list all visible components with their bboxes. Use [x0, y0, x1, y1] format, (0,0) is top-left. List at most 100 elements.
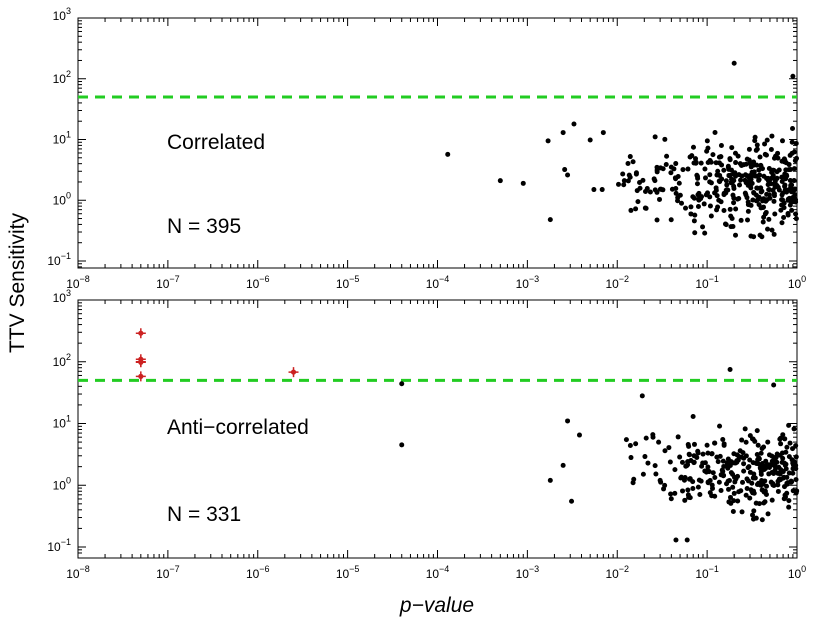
data-point	[766, 187, 772, 193]
data-point	[789, 150, 795, 156]
data-point	[690, 413, 696, 419]
y-tick-label: 103	[53, 288, 71, 305]
data-point	[668, 217, 674, 223]
data-point	[731, 451, 737, 457]
data-point	[758, 450, 764, 456]
data-point	[635, 199, 641, 205]
data-point	[749, 180, 755, 186]
data-point	[726, 166, 732, 172]
data-point	[707, 179, 713, 185]
data-point	[666, 445, 672, 451]
data-point	[731, 60, 737, 66]
data-point	[647, 189, 653, 195]
data-point	[751, 190, 757, 196]
data-point	[750, 197, 756, 203]
data-point	[786, 422, 792, 428]
data-point	[739, 509, 745, 515]
data-point	[771, 167, 777, 173]
data-point	[600, 130, 606, 136]
data-point	[621, 182, 627, 188]
data-point	[730, 223, 736, 229]
data-point	[633, 206, 639, 212]
data-point	[728, 459, 734, 465]
data-point	[789, 139, 795, 145]
data-point	[699, 463, 705, 469]
data-point	[685, 459, 691, 465]
data-point	[712, 475, 718, 481]
data-point	[691, 441, 697, 447]
data-point	[779, 179, 785, 185]
data-point	[576, 432, 582, 438]
data-point	[779, 197, 785, 203]
data-point	[695, 196, 701, 202]
data-point	[766, 216, 772, 222]
data-point	[695, 484, 701, 490]
data-point	[680, 167, 686, 173]
data-point	[789, 182, 795, 188]
data-point	[701, 201, 707, 207]
data-point	[787, 440, 793, 446]
data-point	[718, 142, 724, 148]
data-point	[751, 508, 757, 514]
data-point	[642, 189, 648, 195]
data-point	[712, 190, 718, 196]
data-point	[652, 187, 658, 193]
data-point	[707, 203, 713, 209]
data-point	[689, 153, 695, 159]
y-tick-label: 100	[53, 475, 71, 492]
data-point	[720, 458, 726, 464]
data-point	[599, 187, 605, 193]
data-point	[658, 165, 664, 171]
data-point	[773, 465, 779, 471]
data-point	[690, 486, 696, 492]
data-point	[738, 177, 744, 183]
data-point	[764, 137, 770, 143]
data-point	[790, 73, 796, 79]
x-axis-title: p−value	[399, 594, 474, 617]
data-point	[747, 433, 753, 439]
data-point	[771, 198, 777, 204]
data-point	[778, 467, 784, 473]
data-point	[703, 469, 709, 475]
data-point	[731, 490, 737, 496]
data-point	[735, 498, 741, 504]
data-point	[759, 234, 765, 240]
data-point	[676, 180, 682, 186]
data-point	[571, 121, 577, 127]
data-point	[775, 470, 781, 476]
data-point	[705, 159, 711, 165]
data-point	[679, 459, 685, 465]
data-point	[716, 154, 722, 160]
data-point	[779, 192, 785, 198]
data-point	[786, 470, 792, 476]
data-point	[790, 458, 796, 464]
data-point	[731, 498, 737, 504]
data-point	[730, 484, 736, 490]
data-point	[787, 178, 793, 184]
x-tick-label: 10−7	[156, 564, 180, 581]
data-point	[765, 439, 771, 445]
y-tick-label: 101	[53, 414, 71, 431]
data-point	[654, 217, 660, 223]
data-point	[631, 476, 637, 482]
data-point	[704, 442, 710, 448]
data-point	[730, 192, 736, 198]
data-point	[688, 211, 694, 217]
data-point	[777, 436, 783, 442]
data-point	[791, 178, 797, 184]
data-point	[751, 490, 757, 496]
data-point	[792, 192, 798, 198]
data-point	[755, 442, 761, 448]
data-point	[682, 475, 688, 481]
data-point	[723, 190, 729, 196]
y-tick-label: 101	[53, 130, 71, 147]
data-point	[744, 156, 750, 162]
data-point	[715, 168, 721, 174]
data-point	[716, 479, 722, 485]
data-point	[677, 192, 683, 198]
data-point	[656, 439, 662, 445]
data-point	[702, 166, 708, 172]
data-point	[794, 155, 800, 161]
data-point	[754, 162, 760, 168]
data-point	[737, 182, 743, 188]
